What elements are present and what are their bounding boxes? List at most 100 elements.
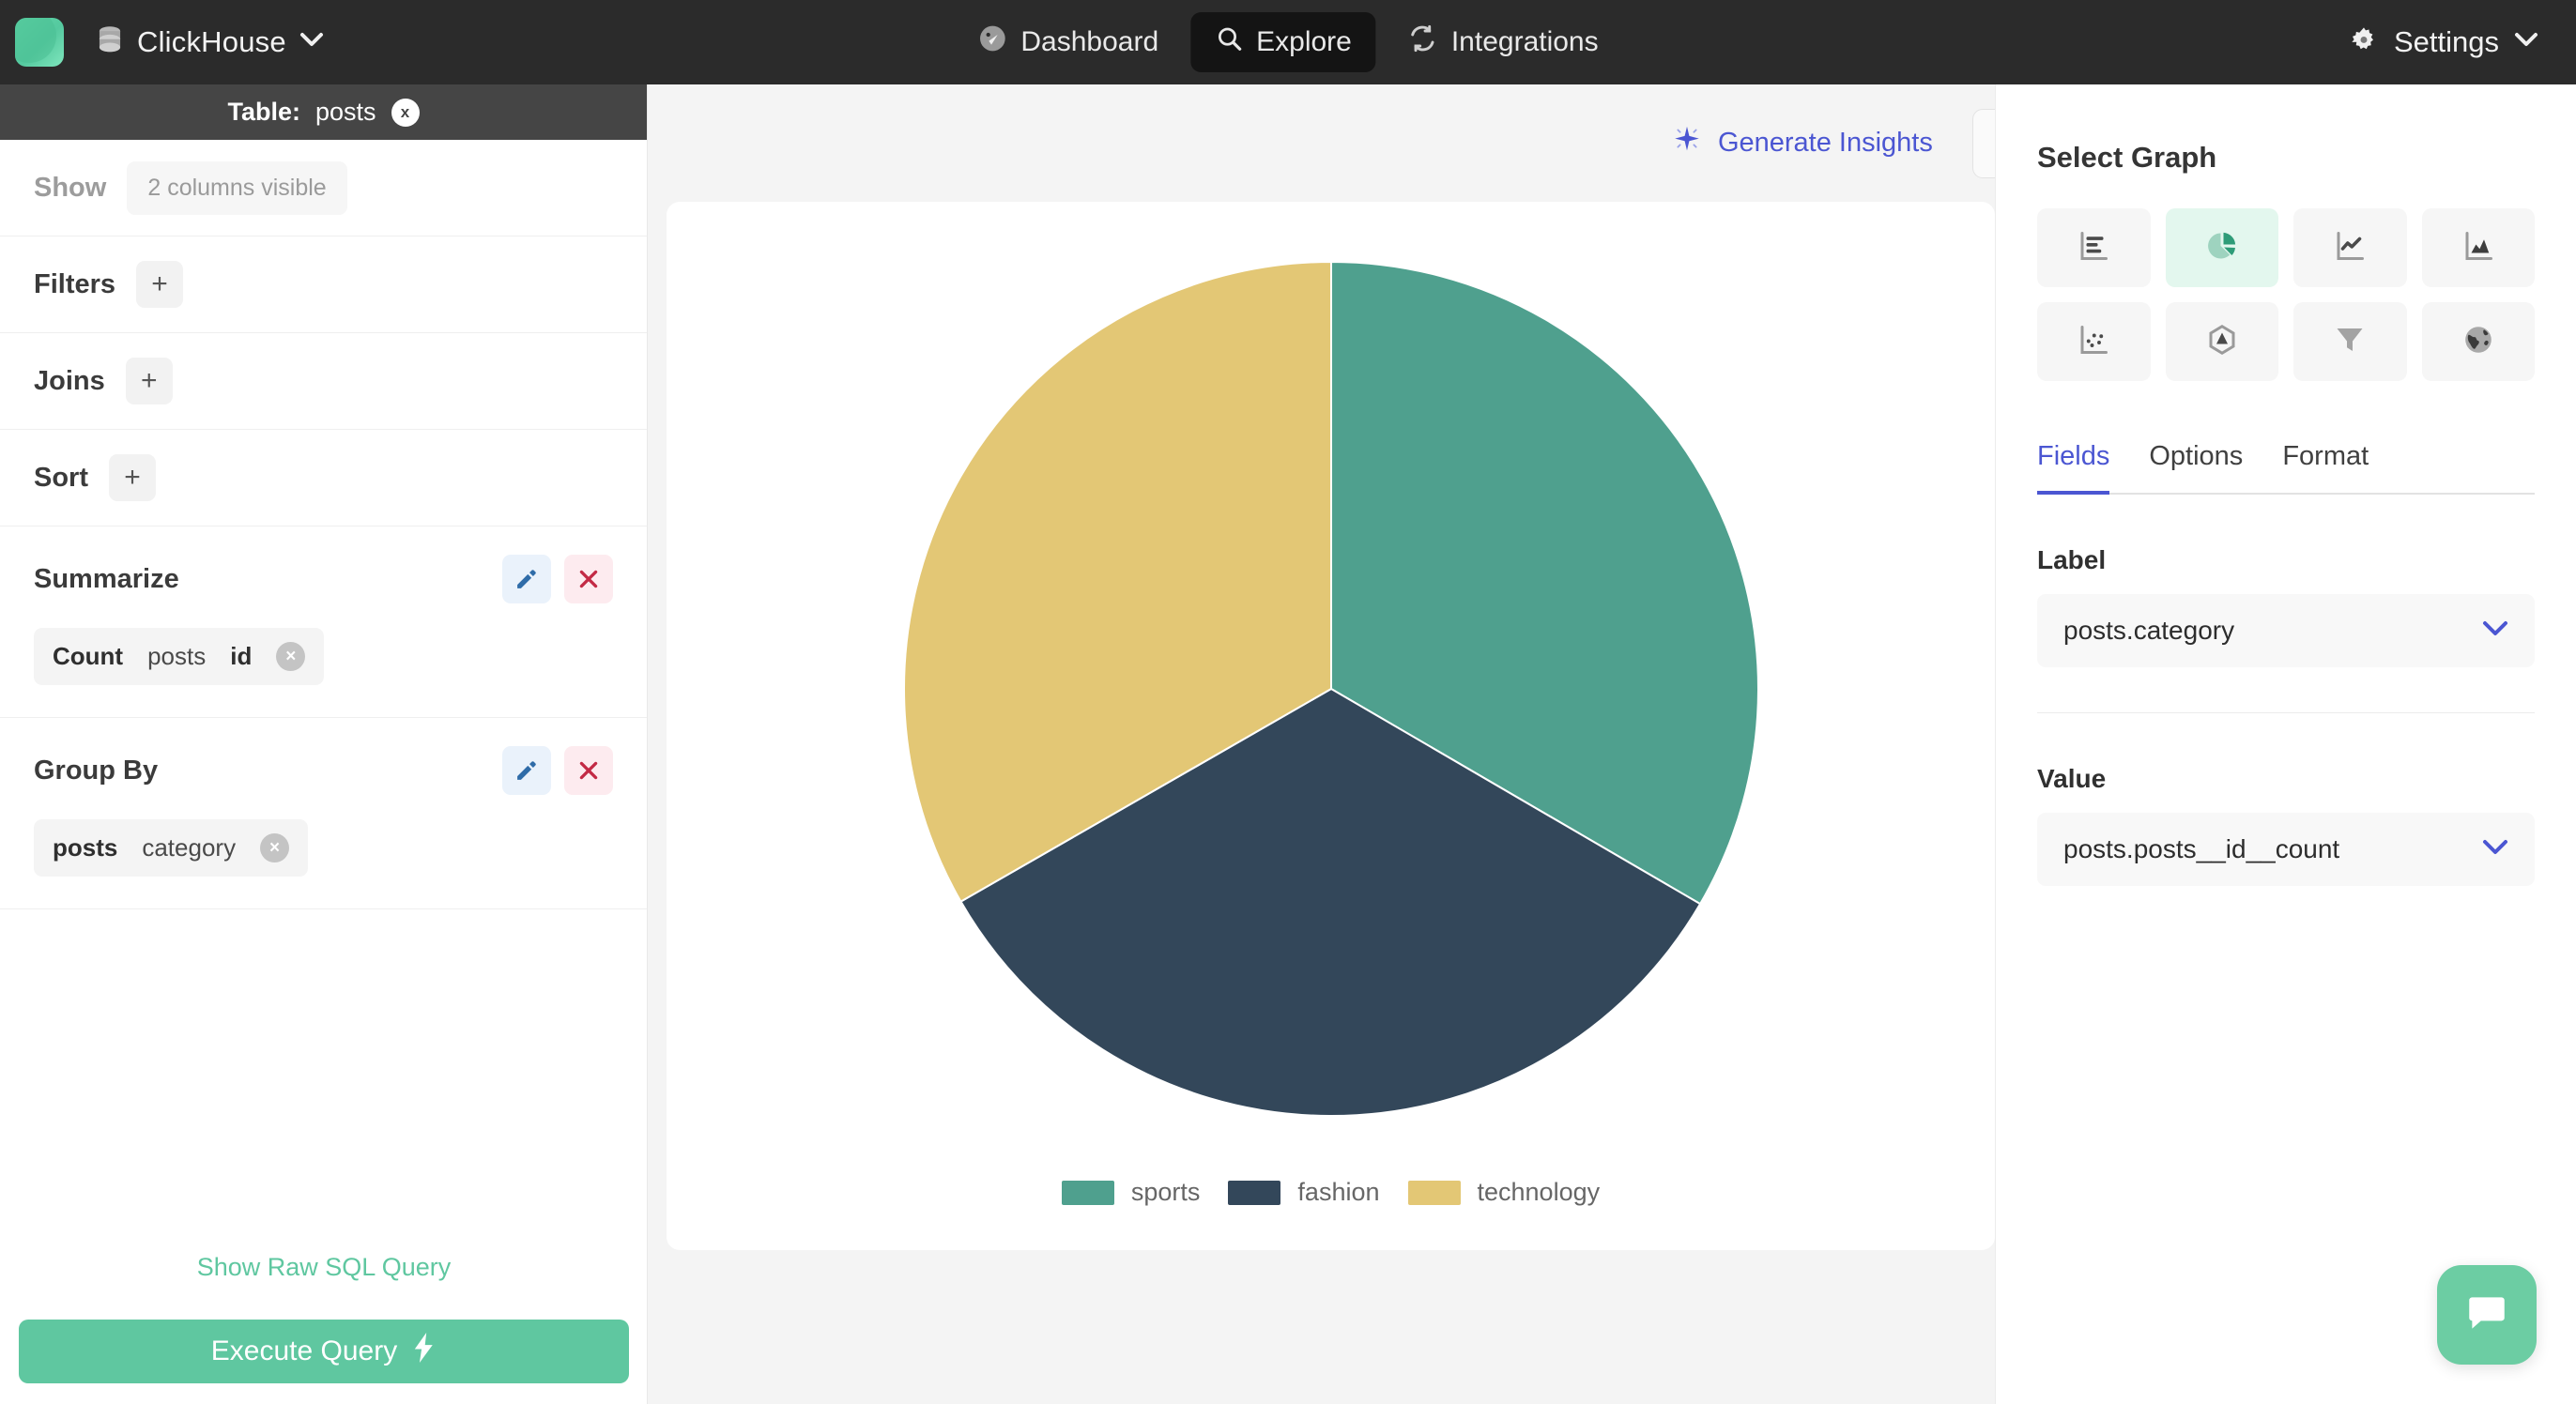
summarize-label: Summarize — [34, 563, 179, 594]
legend-item-fashion[interactable]: fashion — [1228, 1178, 1380, 1207]
geo-map-icon-button[interactable] — [2421, 302, 2535, 381]
sort-section: Sort + — [0, 430, 647, 526]
legend-label-sports: sports — [1130, 1178, 1201, 1206]
value-field-group: Value posts.posts__id__count — [2037, 764, 2535, 886]
generate-insights-button[interactable]: Generate Insights — [1671, 124, 1933, 163]
chart-canvas: sports fashion technology — [667, 202, 1995, 1250]
table-prefix-label: Table: — [227, 98, 300, 126]
scatter-plot-icon-button[interactable] — [2037, 302, 2151, 381]
table-name-label: posts — [314, 98, 376, 126]
area-chart-icon — [2461, 229, 2495, 267]
nav-item-integrations[interactable]: Integrations — [1384, 11, 1623, 73]
edit-summarize-button[interactable] — [502, 555, 551, 603]
chart-legend: sports fashion technology — [667, 1178, 1995, 1207]
edit-group-by-button[interactable] — [502, 746, 551, 795]
legend-swatch-fashion — [1228, 1180, 1281, 1205]
label-field-select[interactable]: posts.category — [2037, 594, 2535, 667]
show-section: Show 2 columns visible — [0, 140, 647, 237]
columns-visible-button[interactable]: 2 columns visible — [127, 160, 347, 215]
sort-label: Sort — [34, 462, 88, 493]
tab-options[interactable]: Options — [2149, 441, 2244, 471]
scatter-plot-icon — [2077, 323, 2110, 361]
remove-group-by-chip-icon[interactable]: × — [260, 833, 290, 862]
summarize-table-label: posts — [147, 642, 207, 670]
nav-label-dashboard: Dashboard — [1020, 26, 1159, 57]
legend-item-technology[interactable]: technology — [1407, 1178, 1600, 1207]
database-name-label: ClickHouse — [137, 25, 286, 58]
gear-icon — [2349, 25, 2379, 60]
selected-table-header: Table: posts x — [0, 84, 647, 140]
filters-section: Filters + — [0, 237, 647, 333]
value-field-select[interactable]: posts.posts__id__count — [2037, 813, 2535, 886]
add-join-button[interactable]: + — [125, 358, 173, 404]
nav-item-dashboard[interactable]: Dashboard — [953, 11, 1183, 73]
funnel-chart-icon — [2333, 323, 2367, 361]
legend-label-fashion: fashion — [1297, 1178, 1380, 1206]
primary-nav: Dashboard Explore Integrations — [953, 11, 1622, 73]
database-icon — [96, 25, 124, 60]
summarize-actions — [502, 555, 613, 603]
pie-chart-icon — [2205, 229, 2239, 267]
summarize-chip[interactable]: Count posts id × — [34, 628, 325, 685]
geo-map-icon — [2461, 323, 2495, 361]
tab-format[interactable]: Format — [2282, 441, 2369, 471]
chevron-down-icon[interactable] — [2514, 32, 2538, 53]
line-chart-icon — [2333, 229, 2367, 267]
horizontal-bar-chart-icon-button[interactable] — [2037, 208, 2151, 287]
database-selector[interactable]: ClickHouse — [96, 25, 324, 60]
summarize-column-label: id — [230, 642, 253, 670]
add-sort-button[interactable]: + — [109, 454, 156, 501]
graph-type-grid — [2037, 208, 2535, 381]
nav-item-explore[interactable]: Explore — [1190, 12, 1376, 72]
select-graph-title: Select Graph — [2037, 141, 2217, 174]
show-raw-sql-link[interactable]: Show Raw SQL Query — [196, 1253, 452, 1281]
nav-label-explore: Explore — [1256, 26, 1352, 57]
refresh-sync-icon — [1408, 23, 1438, 61]
chat-support-button[interactable] — [2437, 1265, 2537, 1365]
radar-chart-icon-button[interactable] — [2165, 302, 2278, 381]
delete-summarize-button[interactable] — [564, 555, 613, 603]
main-content-area: Generate Insights — [648, 84, 2576, 1404]
chat-bubble-icon — [2463, 1290, 2510, 1341]
pie-slice-technology[interactable] — [902, 260, 1332, 904]
delete-group-by-button[interactable] — [564, 746, 613, 795]
config-tabs: Fields Options Format — [2037, 439, 2535, 495]
clear-table-icon[interactable]: x — [391, 98, 420, 127]
chevron-down-icon[interactable] — [2482, 620, 2508, 642]
group-by-section: Group By posts category × — [0, 718, 647, 909]
label-field-title: Label — [2037, 545, 2107, 574]
chevron-down-icon[interactable] — [2482, 839, 2508, 861]
group-by-chip-row: posts category × — [34, 795, 613, 908]
funnel-chart-icon-button[interactable] — [2293, 302, 2407, 381]
legend-item-sports[interactable]: sports — [1061, 1178, 1201, 1207]
value-field-title: Value — [2037, 764, 2107, 793]
chart-config-panel: Select Graph — [1995, 84, 2576, 1404]
tab-fields[interactable]: Fields — [2037, 441, 2110, 495]
summarize-aggregate-label: Count — [53, 642, 124, 670]
line-chart-icon-button[interactable] — [2293, 208, 2407, 287]
group-by-chip[interactable]: posts category × — [34, 819, 309, 877]
pie-chart[interactable] — [667, 224, 1995, 1153]
legend-swatch-technology — [1407, 1180, 1461, 1205]
remove-summarize-chip-icon[interactable]: × — [276, 642, 306, 671]
group-by-table-label: posts — [53, 833, 118, 862]
joins-label: Joins — [34, 365, 105, 396]
chevron-down-icon[interactable] — [299, 32, 324, 53]
lightning-bolt-icon — [412, 1333, 437, 1370]
area-chart-icon-button[interactable] — [2421, 208, 2535, 287]
app-logo-icon[interactable] — [15, 18, 64, 67]
legend-swatch-sports — [1061, 1180, 1114, 1205]
search-icon — [1215, 24, 1243, 60]
add-filter-button[interactable]: + — [136, 261, 184, 308]
sparkle-icon — [1671, 124, 1703, 163]
top-navigation-bar: ClickHouse Dashboard Explore — [0, 0, 2576, 84]
show-label: Show — [34, 172, 107, 203]
pie-chart-svg[interactable] — [881, 238, 1782, 1139]
pie-chart-icon-button[interactable] — [2165, 208, 2278, 287]
group-by-label: Group By — [34, 755, 159, 786]
settings-menu[interactable]: Settings — [2349, 25, 2538, 60]
value-field-value: posts.posts__id__count — [2063, 834, 2340, 863]
pie-slice-sports[interactable] — [1329, 260, 1759, 906]
execute-query-button[interactable]: Execute Query — [19, 1320, 629, 1383]
group-by-column-label: category — [142, 833, 237, 862]
